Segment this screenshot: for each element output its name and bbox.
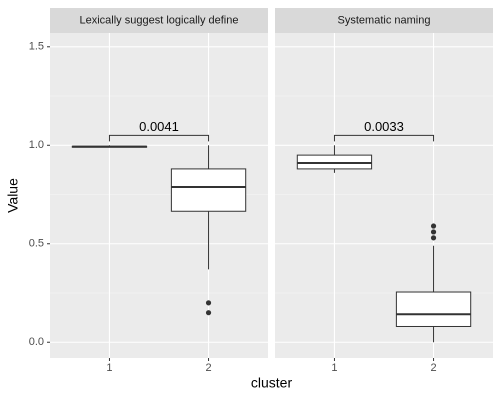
y-tick-label: 1.5 bbox=[29, 41, 44, 53]
box bbox=[395, 291, 472, 327]
x-tick-label: 2 bbox=[430, 362, 436, 374]
outlier bbox=[205, 310, 212, 316]
strip bbox=[50, 8, 268, 33]
x-tick-label: 1 bbox=[331, 362, 337, 374]
significance-label: 0.0041 bbox=[139, 119, 179, 134]
strip bbox=[275, 8, 493, 33]
outlier bbox=[430, 235, 437, 241]
strip-label: Systematic naming bbox=[338, 14, 431, 26]
y-tick-label: 0.5 bbox=[29, 238, 44, 250]
box bbox=[170, 168, 247, 212]
x-tick-label: 1 bbox=[106, 362, 112, 374]
outlier bbox=[430, 229, 437, 235]
outlier bbox=[430, 223, 437, 229]
x-axis-title: cluster bbox=[251, 375, 293, 391]
significance-bracket bbox=[108, 134, 210, 142]
outlier bbox=[205, 300, 212, 306]
significance-bracket bbox=[333, 134, 435, 142]
y-tick-label: 1.0 bbox=[29, 139, 44, 151]
y-axis-title: Value bbox=[5, 178, 21, 213]
x-tick-label: 2 bbox=[205, 362, 211, 374]
strip-label: Lexically suggest logically define bbox=[80, 14, 239, 26]
y-tick-label: 0.0 bbox=[29, 336, 44, 348]
significance-label: 0.0033 bbox=[364, 119, 404, 134]
